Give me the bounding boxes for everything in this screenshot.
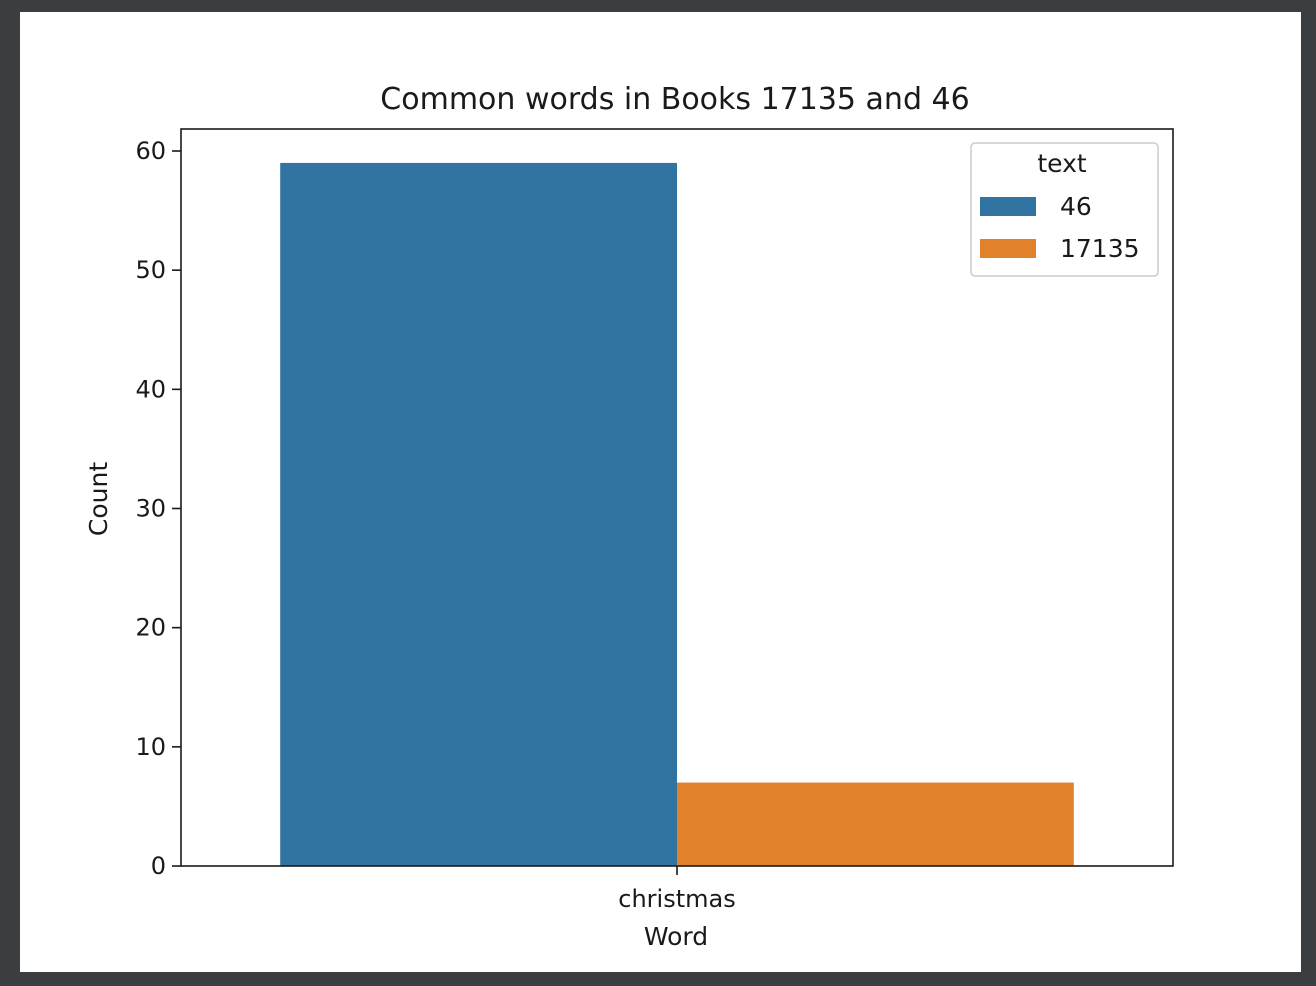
y-tick-label-50: 50 [135,256,166,284]
x-axis-label: Word [644,922,708,951]
y-tick-label-60: 60 [135,137,166,165]
bars-group [280,162,1074,866]
y-tick-label-0: 0 [151,852,166,880]
legend: text 46 17135 [970,142,1159,277]
y-axis-label: Count [84,462,113,536]
legend-swatch-46 [980,197,1036,216]
chart-title: Common words in Books 17135 and 46 [380,82,969,117]
y-tick-label-20: 20 [135,614,166,642]
bar-chart: Common words in Books 17135 and 46 0 10 20… [84,82,1174,951]
bar-christmas-series-17135 [677,782,1074,866]
x-axis-ticks: christmas [618,866,736,913]
figure-canvas: Common words in Books 17135 and 46 0 10 20… [20,12,1301,972]
bar-christmas-series-46 [280,162,677,866]
y-axis-ticks: 0 10 20 30 40 50 60 [135,137,181,880]
x-tick-label-christmas: christmas [618,885,735,913]
y-tick-label-40: 40 [135,375,166,403]
legend-label-46: 46 [1060,192,1092,221]
legend-title: text [1037,149,1087,178]
legend-swatch-17135 [980,239,1036,258]
y-tick-label-10: 10 [135,733,166,761]
legend-label-17135: 17135 [1060,234,1140,263]
y-tick-label-30: 30 [135,495,166,523]
legend-items: 46 17135 [980,192,1140,263]
